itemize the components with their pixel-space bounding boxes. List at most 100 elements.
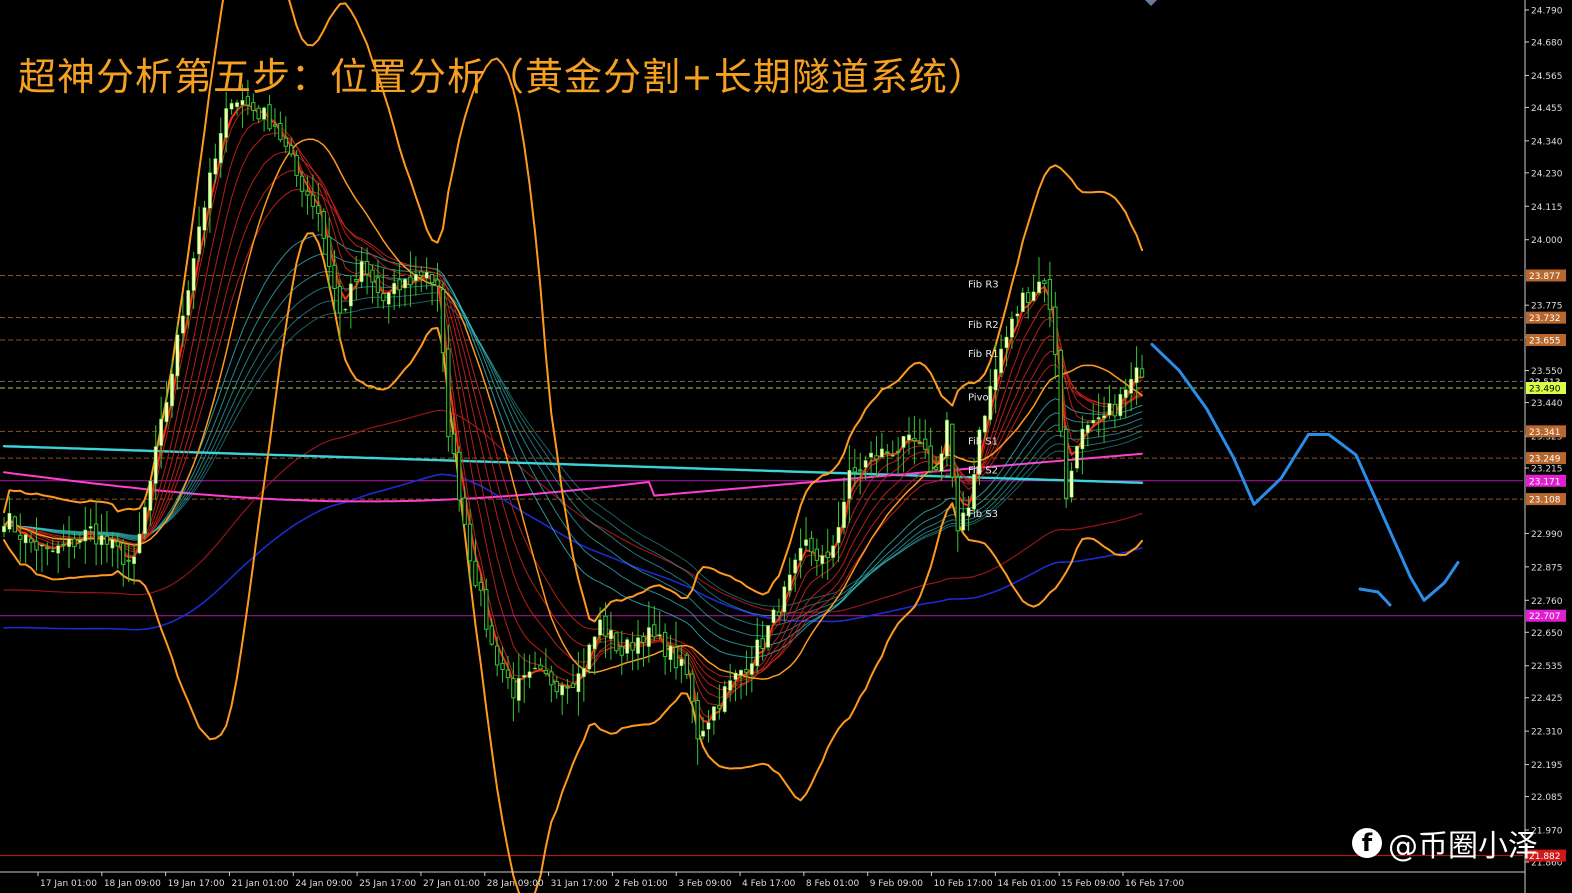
candle-bear	[858, 469, 863, 472]
candle-bear	[45, 547, 50, 550]
price-axis[interactable]: 24.790 24.680 24.565 24.455 24.340 24.230 24.1…	[1524, 0, 1566, 893]
price-tick-label: 23.215	[1531, 464, 1563, 474]
candle-bull	[240, 100, 245, 106]
time-tick-label: 28 Jan 09:00	[487, 879, 544, 889]
price-level-label: 21.882	[1529, 852, 1561, 862]
candle-bull	[132, 556, 136, 565]
price-level-label: 23.341	[1529, 428, 1561, 438]
candle-bull	[636, 637, 640, 654]
candle-bull	[148, 480, 153, 511]
candle-bear	[462, 497, 467, 525]
candle-bear	[397, 279, 402, 291]
candle-bull	[711, 706, 716, 721]
long-ma-red-line	[3, 409, 1143, 614]
candle-bear	[467, 523, 473, 562]
candle-bull	[99, 535, 104, 546]
candle-bear	[18, 534, 23, 540]
forecast-hook-line	[1358, 587, 1392, 607]
price-tick-label: 24.680	[1531, 38, 1563, 48]
candle-bear	[912, 437, 917, 442]
price-level-badge	[1526, 269, 1566, 282]
candle-bear	[570, 683, 576, 688]
candle-bear	[278, 123, 283, 141]
candle-bull	[798, 547, 803, 561]
candle-bear	[267, 104, 272, 130]
candle-bull	[88, 526, 93, 529]
candle-bear	[825, 551, 830, 559]
candle-bull	[804, 539, 808, 546]
candle-bear	[451, 433, 456, 454]
candle-bear	[321, 210, 326, 239]
time-tick-label: 31 Jan 17:00	[551, 879, 608, 889]
price-tick-label: 22.650	[1531, 629, 1563, 639]
candle-bear	[690, 673, 695, 702]
candle-bull	[386, 292, 391, 305]
candle-bull	[749, 663, 754, 675]
candle-bull	[982, 415, 987, 433]
candle-bull	[359, 261, 364, 283]
candle-bear	[283, 137, 288, 147]
fib-label: Fib S3	[968, 509, 998, 520]
candle-bear	[717, 705, 722, 709]
candle-bull	[706, 722, 711, 730]
candle-bull	[403, 278, 407, 289]
candle-bear	[543, 669, 549, 674]
candle-bull	[153, 446, 158, 484]
candle-bear	[1053, 306, 1058, 355]
candle-bull	[424, 271, 429, 279]
cyan-ribbon-line	[3, 271, 1143, 637]
candle-bear	[294, 154, 299, 176]
price-tick-label: 24.000	[1531, 236, 1563, 246]
candle-bull	[901, 436, 906, 448]
cyan-ribbon-line	[3, 292, 1143, 617]
candle-bull	[1037, 281, 1041, 294]
time-axis[interactable]: 17 Jan 01:00 18 Jan 09:00 19 Jan 17:00 21 J…	[0, 871, 1525, 889]
price-tick-label: 22.535	[1531, 662, 1563, 672]
candle-bear	[641, 635, 646, 643]
candle-bear	[299, 175, 305, 192]
candle-bear	[381, 293, 386, 302]
candle-bull	[235, 102, 239, 108]
candle-bull	[939, 453, 944, 472]
price-level-label: 23.171	[1529, 477, 1561, 487]
price-tick-label: 24.565	[1531, 72, 1563, 82]
candle-bull	[728, 680, 733, 691]
candle-bear	[28, 538, 34, 543]
candle-bear	[419, 271, 424, 276]
candle-bull	[516, 677, 521, 701]
price-tick-label: 22.195	[1531, 761, 1563, 771]
price-tick-label: 24.790	[1531, 7, 1563, 17]
price-level-badge	[1526, 609, 1566, 622]
candle-bull	[890, 454, 895, 457]
candle-bear	[814, 548, 820, 561]
candle-bull	[67, 538, 71, 547]
candle-bull	[701, 730, 705, 737]
price-level-badge	[1526, 849, 1566, 862]
candle-bear	[364, 261, 370, 275]
candle-bull	[1031, 291, 1036, 301]
candle-bull	[533, 667, 537, 670]
price-tick-label: 21.970	[1531, 827, 1563, 837]
candle-bear	[538, 664, 543, 670]
price-level-badge	[1526, 474, 1566, 487]
candle-bull	[159, 418, 164, 446]
candle-bull	[23, 534, 28, 544]
fib-label: Fib S2	[968, 465, 998, 476]
price-level-badge	[1526, 334, 1566, 347]
candle-bull	[944, 419, 949, 457]
candle-bull	[739, 669, 743, 676]
candle-bull	[592, 636, 597, 650]
candle-bear	[440, 289, 446, 354]
candle-bear	[776, 611, 782, 617]
time-tick-label: 15 Feb 09:00	[1061, 879, 1120, 889]
chart-title: 超神分析第五步：位置分析（黄金分割+长期隧道系统）	[18, 55, 987, 99]
price-level-badge	[1526, 452, 1566, 465]
candle-bear	[1042, 280, 1047, 285]
candle-bear	[760, 638, 765, 650]
scroll-marker-icon[interactable]	[1145, 0, 1157, 6]
candle-bull	[40, 544, 44, 547]
watermark-text: @币圈小泽	[1388, 829, 1538, 864]
candle-bull	[110, 539, 115, 549]
candle-bear	[619, 646, 624, 656]
